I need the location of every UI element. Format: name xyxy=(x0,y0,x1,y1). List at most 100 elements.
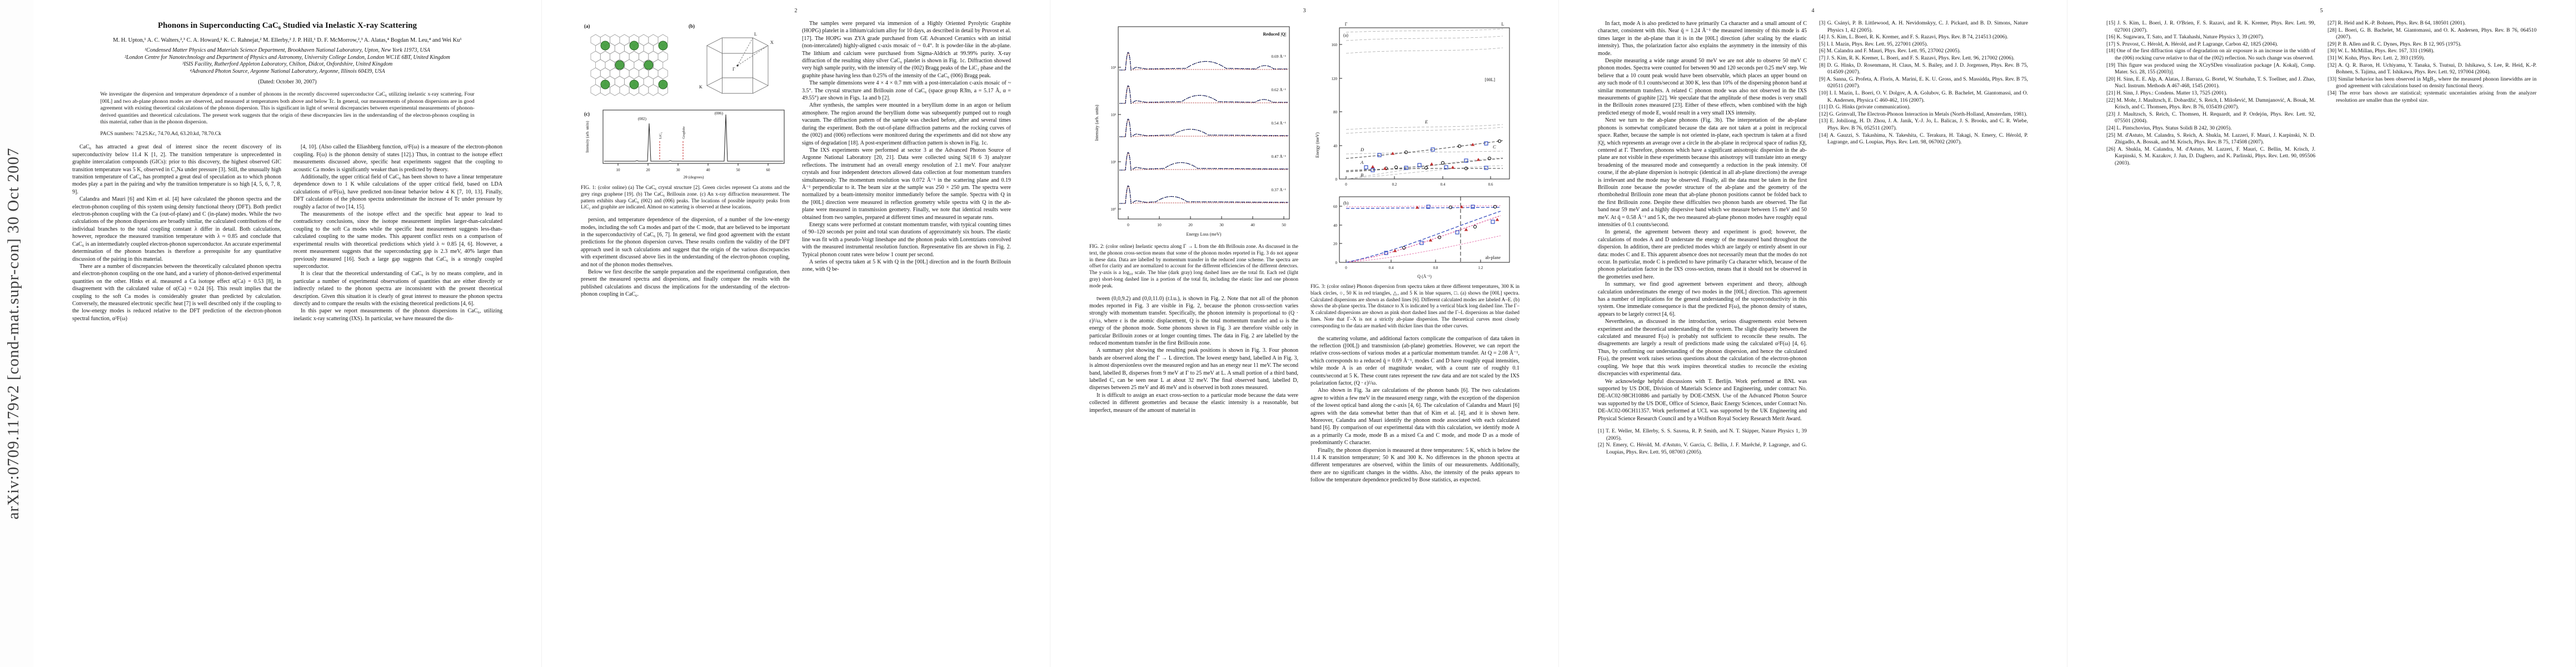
svg-text:0.37 Å⁻¹: 0.37 Å⁻¹ xyxy=(1271,187,1286,192)
fig2-yticks xyxy=(1118,67,1121,210)
figure-3-graphic: Γ L xyxy=(1315,22,1509,279)
body-paragraph: CaC₆ has attracted a great deal of inter… xyxy=(72,144,281,195)
ca-atoms xyxy=(600,41,667,89)
svg-text:D: D xyxy=(1360,147,1364,152)
figure-1-caption: FIG. 1: (color online) (a) The CaC₆ crys… xyxy=(581,185,790,210)
reference-entry: [14] A. Gauzzi, S. Takashima, N. Takeshi… xyxy=(1819,132,2028,146)
svg-text:E: E xyxy=(1424,119,1428,125)
data-points-300k xyxy=(1384,139,1501,171)
page-number: 5 xyxy=(2320,8,2323,14)
page4-left-column: In fact, mode A is also predicted to hav… xyxy=(1598,20,1807,456)
body-paragraph: Finally, the phonon dispersion is measur… xyxy=(1311,447,1519,484)
impurity-markers xyxy=(659,141,683,160)
body-paragraph: There are a number of discrepancies betw… xyxy=(72,263,281,322)
page2-right-column: The samples were prepared via immersion … xyxy=(802,20,1011,298)
svg-text:0: 0 xyxy=(1335,177,1337,182)
body-paragraph: Calandra and Mauri [6] and Kim et al. [4… xyxy=(72,196,281,262)
figure-1: (a) (b) xyxy=(581,20,790,182)
page-number: 2 xyxy=(794,8,798,14)
fig3b-xtick-labels: 0 0.4 0.8 1.2 xyxy=(1345,266,1483,270)
reference-entry: [30] W. L. McMillan, Phys. Rev. 167, 331… xyxy=(2328,48,2435,54)
svg-text:0: 0 xyxy=(1345,182,1347,187)
fig2-xlabel: Energy Loss (meV) xyxy=(1186,232,1221,237)
fig2-header: Reduced |Q| xyxy=(1263,32,1286,37)
svg-text:10¹: 10¹ xyxy=(1110,160,1115,165)
body-paragraph: After synthesis, the samples were mounte… xyxy=(802,102,1011,146)
fig1c-xtick-labels: 10 20 30 40 50 60 xyxy=(616,168,770,172)
reference-entry: [15] J. S. Kim, L. Boeri, J. R. O'Brien,… xyxy=(2106,20,2315,33)
reference-list-start: [1] T. E. Weller, M. Ellerby, S. S. Saxe… xyxy=(1598,428,1807,456)
reference-entry: [12] G. Grimvall, The Electron-Phonon In… xyxy=(1819,111,2027,117)
svg-text:0.4: 0.4 xyxy=(1388,266,1393,270)
affiliation: ¹Condensed Matter Physics and Materials … xyxy=(145,47,430,53)
body-paragraph: The samples were prepared via immersion … xyxy=(802,21,1011,79)
page3-left-text: tween (0,0,9.2) and (0,0,11.0) (r.l.u.),… xyxy=(1089,295,1298,415)
reference-entry: [9] A. Sanna, G. Profeta, A. Floris, A. … xyxy=(1819,76,2028,89)
page-number: 3 xyxy=(1303,8,1306,14)
page-5: 5 [15] J. S. Kim, L. Boeri, J. R. O'Brie… xyxy=(2067,0,2576,667)
svg-text:80: 80 xyxy=(1333,110,1338,115)
fig2-q-labels: 0.69 Å⁻¹ 0.62 Å⁻¹ 0.54 Å⁻¹ 0.47 Å⁻¹ 0.37… xyxy=(1271,54,1286,192)
body-paragraph: In this paper we report measurements of … xyxy=(293,308,502,322)
svg-text:40: 40 xyxy=(706,168,710,172)
peak-006-label: (006) xyxy=(714,111,723,116)
fig1c-xlabel: 2θ (degrees) xyxy=(683,175,704,180)
data-points-overlay xyxy=(1118,52,1289,204)
lic2-label: LiC₂ xyxy=(659,132,662,139)
page5-columns: [15] J. S. Kim, L. Boeri, J. R. O'Brien,… xyxy=(2106,20,2537,167)
bz-gamma-label: Γ xyxy=(733,67,735,72)
body-paragraph: It is clear that the theoretical underst… xyxy=(293,271,502,307)
figure-3-caption: FIG. 3: (color online) Phonon dispersion… xyxy=(1311,283,1519,328)
mode-labels: A B C D E xyxy=(1360,119,1496,178)
affiliation-list: ¹Condensed Matter Physics and Materials … xyxy=(72,47,502,75)
fig3b-ytick-labels: 0 20 40 60 xyxy=(1333,205,1338,265)
body-paragraph: It is difficult to assign an exact cross… xyxy=(1089,392,1298,414)
fig3-panel-a-label: (a) xyxy=(1343,33,1348,38)
reference-entry: [19] This figure was produced using the … xyxy=(2106,62,2315,76)
data-points-50k xyxy=(1371,143,1480,170)
svg-text:1.2: 1.2 xyxy=(1478,266,1483,270)
page-3: 3 xyxy=(1050,0,1559,667)
body-paragraph: Additionally, the upper critical field o… xyxy=(293,174,502,210)
svg-text:0.47 Å⁻¹: 0.47 Å⁻¹ xyxy=(1271,154,1286,159)
svg-text:A: A xyxy=(1360,160,1364,165)
svg-text:10: 10 xyxy=(616,168,620,172)
abstract: We investigate the dispersion and temper… xyxy=(100,91,475,125)
page3-right-text: the scattering volume, and additional fa… xyxy=(1311,335,1519,484)
svg-text:20: 20 xyxy=(1188,222,1193,227)
body-paragraph: In general, the agreement between theory… xyxy=(1598,229,1807,280)
gamma-x-theory-thin xyxy=(1346,205,1501,263)
svg-text:40: 40 xyxy=(1250,222,1255,227)
body-paragraph: Below we first describe the sample prepa… xyxy=(581,269,790,298)
svg-text:10³: 10³ xyxy=(1110,66,1115,70)
body-paragraph: In summary, we find good agreement betwe… xyxy=(1598,281,1807,317)
reference-entry: [2] N. Emery, C. Hérold, M. d'Astuto, V.… xyxy=(1598,442,1807,455)
diffraction-curve xyxy=(604,114,783,162)
page2-left-column: (a) (b) xyxy=(581,20,790,298)
reference-entry: [27] R. Heid and K.-P. Bohnen, Phys. Rev… xyxy=(2328,20,2466,26)
page1-left-column: CaC₆ has attracted a great deal of inter… xyxy=(72,143,281,322)
body-paragraph: Also shown in Fig. 3a are calculations o… xyxy=(1311,387,1519,446)
bz-x-label: X xyxy=(770,40,774,45)
svg-text:0.62 Å⁻¹: 0.62 Å⁻¹ xyxy=(1271,87,1286,92)
svg-text:0: 0 xyxy=(1345,266,1347,270)
data-points-300k-b xyxy=(1402,205,1497,250)
reference-entry: [21] H. Sinn, J. Phys.: Condens. Matter … xyxy=(2106,89,2228,96)
peak-002-label: (002) xyxy=(637,117,646,121)
reference-entry: [33] Similar behavior has been observed … xyxy=(2328,76,2537,89)
svg-text:0.4: 0.4 xyxy=(1440,182,1445,187)
svg-text:120: 120 xyxy=(1331,77,1337,81)
body-paragraph: persion, and temperature dependence of t… xyxy=(581,217,790,268)
reference-entry: [34] The error bars shown are statistica… xyxy=(2328,89,2537,103)
pacs-line: PACS numbers: 74.25.Kc, 74.70.Ad, 63.20.… xyxy=(100,131,221,137)
svg-text:0: 0 xyxy=(1127,222,1129,227)
svg-text:50: 50 xyxy=(736,168,740,172)
reference-entry: [1] T. E. Weller, M. Ellerby, S. S. Saxe… xyxy=(1598,427,1807,441)
body-paragraph: A summary plot showing the resulting pea… xyxy=(1089,347,1298,391)
svg-text:30: 30 xyxy=(676,168,680,172)
body-paragraph: In fact, mode A is also predicted to hav… xyxy=(1598,21,1807,57)
fig1-panel-b-label: (b) xyxy=(689,23,695,29)
reference-entry: [5] I. I. Mazin, Phys. Rev. Lett. 95, 22… xyxy=(1819,41,1928,47)
reference-entry: [13] E. Jobiliong, H. D. Zhou, J. A. Jan… xyxy=(1819,118,2028,131)
svg-text:40: 40 xyxy=(1333,144,1338,148)
